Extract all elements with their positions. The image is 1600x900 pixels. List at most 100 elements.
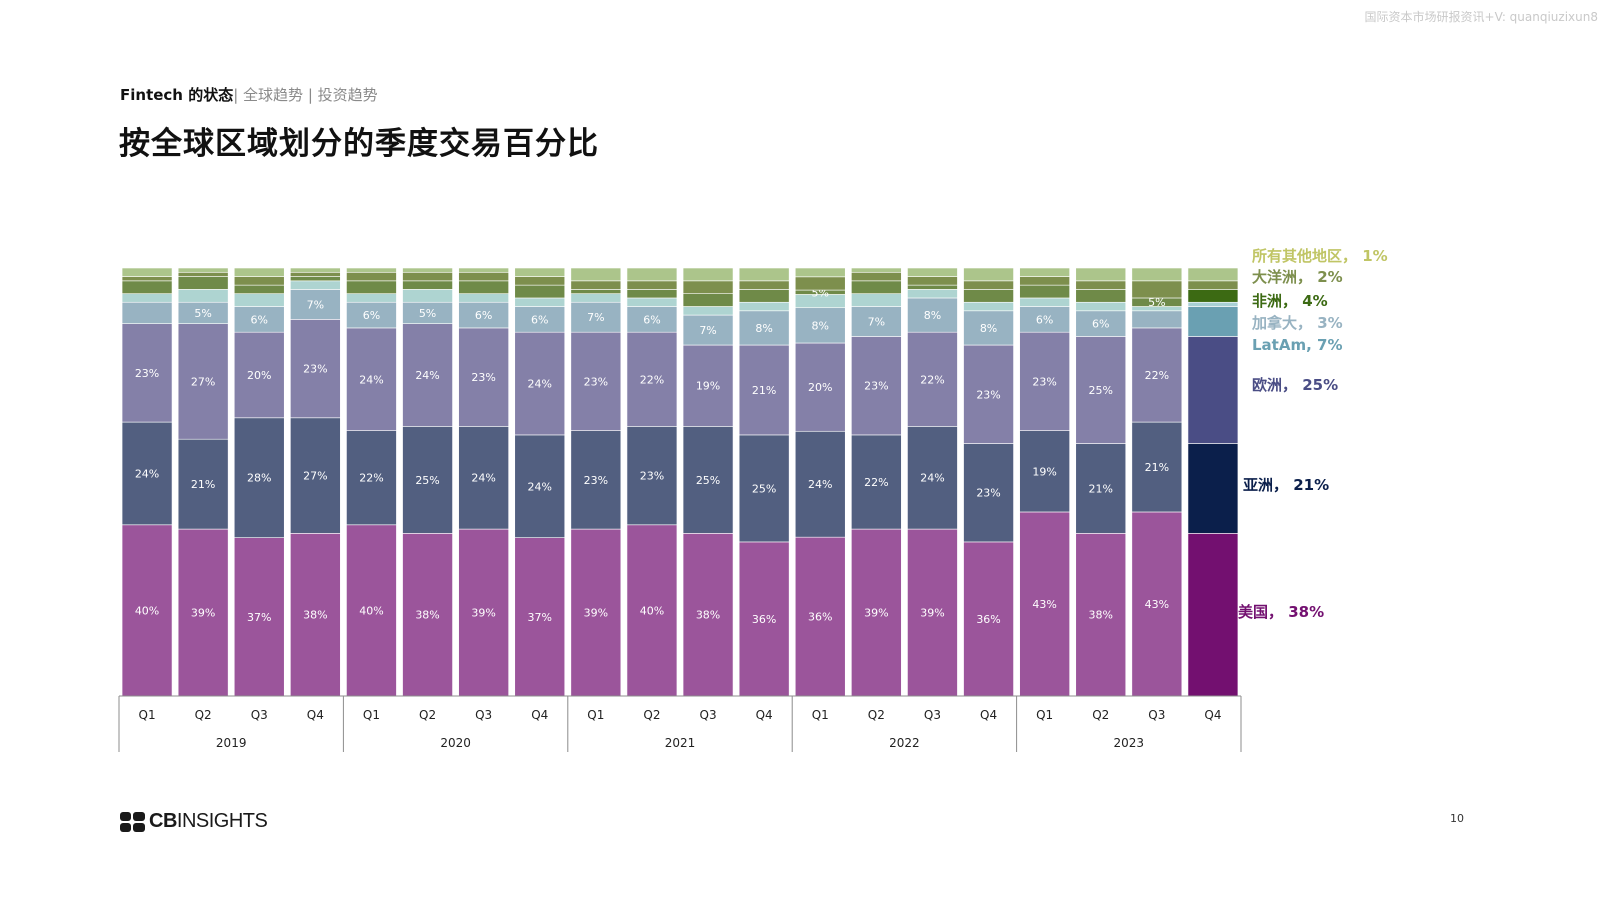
bar-segment-canada [458, 293, 509, 303]
bar-segment-us [514, 537, 566, 697]
bar-segment-us [963, 541, 1014, 697]
bar-segment-africa [346, 280, 397, 294]
bar-segment-asia [346, 430, 397, 526]
bar-segment-africa [402, 280, 453, 290]
bar-segment-us [346, 524, 397, 697]
bar-segment-africa [963, 289, 1014, 303]
x-tick-label: Q3 [251, 708, 268, 722]
data-label: 24% [808, 478, 832, 491]
bar-segment-latam [738, 310, 790, 346]
x-tick-label: Q3 [1148, 708, 1165, 722]
bar-segment-latam [346, 301, 397, 329]
bar-segment-oceania [570, 280, 622, 290]
bar-segment-asia [177, 438, 229, 530]
bar-segment-asia [458, 426, 509, 530]
bar-segment-africa [570, 289, 622, 294]
bar-segment-europe [346, 327, 397, 431]
bar-segment-latam [1131, 310, 1183, 329]
data-label: 6% [475, 309, 492, 322]
x-tick-label: Q4 [531, 708, 548, 722]
bar-segment-oceania [346, 271, 397, 282]
bar-segment-africa [738, 289, 790, 303]
bar-segment-other [626, 267, 678, 282]
data-label: 23% [584, 375, 608, 388]
bar-segment-europe [177, 323, 229, 440]
data-label: 24% [135, 467, 159, 480]
bar-segment-europe [1131, 327, 1183, 423]
bar-segment-canada [233, 293, 285, 307]
bar-segment-other [346, 267, 397, 273]
bar-segment-latam [121, 301, 173, 324]
bar-segment-africa [233, 284, 285, 294]
bar-segment-asia [851, 434, 902, 530]
bar-segment-africa [458, 280, 509, 294]
data-label: 7% [868, 316, 885, 329]
data-label: 6% [643, 313, 660, 326]
data-label: 39% [584, 607, 608, 620]
bar-segment-europe [1075, 336, 1127, 444]
bar-segment-europe [963, 344, 1014, 444]
bar-segment-europe [514, 331, 566, 436]
bar-segment-latam [851, 306, 902, 337]
bar-segment-us [121, 524, 173, 697]
bar-segment-latam [1187, 306, 1239, 337]
breadcrumb-separator: | [233, 86, 244, 104]
bar-segment-other [1075, 267, 1127, 282]
bar-segment-asia [402, 426, 453, 534]
bar-segment-asia [1075, 443, 1127, 534]
bar-segment-us [458, 528, 509, 697]
bar-segment-canada [851, 293, 902, 307]
bar-segment-canada [626, 297, 678, 307]
bar-segment-africa [1187, 289, 1239, 303]
data-label: 25% [752, 482, 776, 495]
data-label: 23% [640, 470, 664, 483]
data-label: 22% [920, 373, 944, 386]
breadcrumb: Fintech 的状态| 全球趋势 | 投资趋势 [120, 84, 378, 105]
data-label: 7% [587, 311, 604, 324]
bar-segment-canada [290, 280, 341, 290]
data-label: 23% [976, 388, 1000, 401]
bar-segment-africa [121, 280, 173, 294]
bar-segment-canada [514, 297, 566, 307]
bar-segment-us [738, 541, 790, 697]
data-label: 40% [640, 604, 664, 617]
bar-segment-europe [851, 336, 902, 436]
bar-segment-asia [738, 434, 790, 543]
data-label: 21% [752, 384, 776, 397]
bar-segment-other [1019, 267, 1070, 277]
bar-segment-oceania [738, 280, 790, 290]
bar-segment-oceania [290, 271, 341, 277]
data-label: 24% [359, 373, 383, 386]
x-tick-label: Q4 [1204, 708, 1221, 722]
bar-segment-asia [963, 443, 1014, 543]
bar-segment-europe [233, 331, 285, 419]
bar-segment-asia [682, 426, 734, 534]
bar-segment-oceania [963, 280, 1014, 290]
bar-segment-canada [177, 289, 229, 303]
bar-segment-europe [1187, 336, 1239, 444]
data-label: 25% [415, 474, 439, 487]
x-tick-label: Q1 [139, 708, 156, 722]
bar-segment-canada [963, 301, 1014, 312]
bar-segment-latam [458, 301, 509, 329]
bar-segment-other [963, 267, 1014, 282]
bar-segment-europe [458, 327, 509, 427]
cbinsights-logo: CBINSIGHTS [120, 810, 268, 833]
bar-segment-oceania [907, 276, 958, 286]
bar-segment-latam [907, 297, 958, 333]
bar-segment-europe [402, 323, 453, 427]
bar-segment-latam [963, 310, 1014, 346]
data-label: 7% [307, 298, 324, 311]
bar-segment-oceania [458, 271, 509, 282]
bar-segment-canada [121, 293, 173, 303]
x-tick-label: Q4 [756, 708, 773, 722]
bar-segment-africa [626, 289, 678, 299]
bar-segment-asia [121, 421, 173, 526]
data-label: 40% [359, 604, 383, 617]
data-label: 38% [696, 609, 720, 622]
watermark: 国际资本市场研报资讯+V: quanqiuzixun8 [1364, 10, 1598, 24]
data-label: 39% [471, 607, 495, 620]
data-label: 23% [1032, 375, 1056, 388]
bar-segment-latam [570, 301, 622, 333]
